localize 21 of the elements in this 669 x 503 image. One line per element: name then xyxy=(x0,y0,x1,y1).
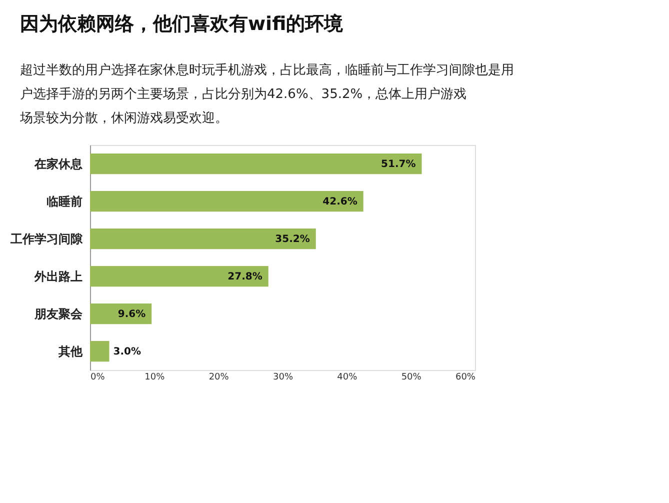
data-label: 3.0% xyxy=(113,346,141,358)
data-label: 42.6% xyxy=(322,196,358,208)
data-label: 51.7% xyxy=(381,158,416,170)
x-tick-label: 50% xyxy=(401,372,422,382)
x-tick-label: 20% xyxy=(208,372,230,382)
y-tick-label: 临睡前 xyxy=(46,194,82,208)
y-tick-label: 朋友聚会 xyxy=(34,306,84,321)
y-tick-label: 外出路上 xyxy=(34,269,82,284)
x-tick-label: 60% xyxy=(455,372,476,382)
x-tick-label: 30% xyxy=(272,372,294,382)
y-tick-label: 其他 xyxy=(58,344,84,358)
data-label: 35.2% xyxy=(275,234,310,245)
x-tick-label: 0% xyxy=(90,372,106,382)
chart-subtitle: 超过半数的用户选择在家休息时玩手机游戏，占比最高，临睡前与工作学习间隙也是用户选择手游的另两个主要场景，占比分别为42.6%、35.2%，总体上用户游戏场景较为分散，休闲游戏易受欢迎。 xyxy=(19,62,514,126)
x-tick-label: 10% xyxy=(144,372,166,382)
y-tick-label: 工作学习间隙 xyxy=(10,232,84,246)
data-label: 9.6% xyxy=(118,308,146,320)
y-tick-label: 在家休息 xyxy=(34,156,84,171)
chart-title: 因为依赖网络，他们喜欢有wifi的环境 xyxy=(20,13,344,35)
data-label: 27.8% xyxy=(228,271,262,282)
x-tick-label: 40% xyxy=(337,372,358,382)
